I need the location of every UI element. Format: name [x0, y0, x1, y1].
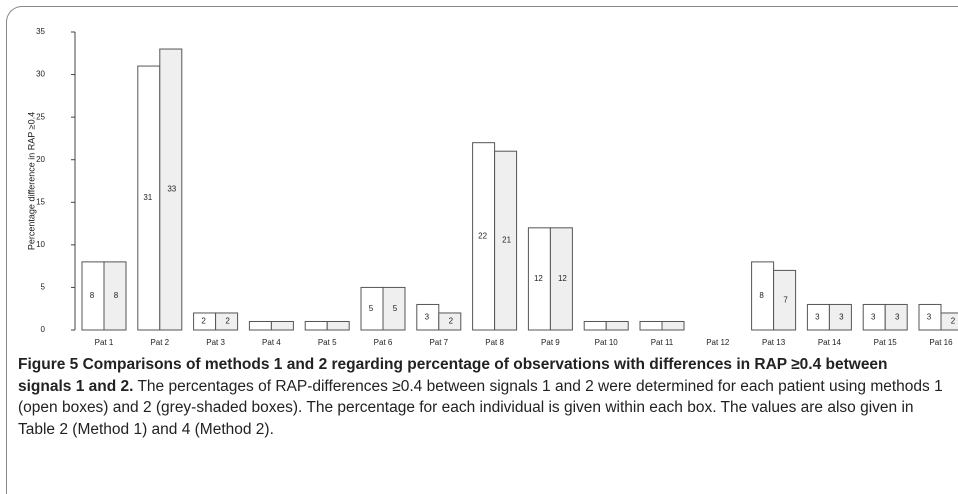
x-tick-label: Pat 3	[206, 338, 225, 345]
bar	[940, 312, 958, 331]
y-tick-label: 0	[41, 325, 46, 334]
bar	[382, 286, 406, 331]
bar	[159, 48, 183, 331]
bar	[304, 320, 328, 331]
x-tick-label: Pat 4	[262, 338, 281, 345]
caption-text: The percentages of RAP-differences ≥0.4 …	[18, 377, 943, 438]
x-tick-label: Pat 13	[762, 338, 786, 345]
bar	[438, 312, 462, 331]
x-tick-label: Pat 8	[485, 338, 504, 345]
x-tick-label: Pat 11	[651, 338, 674, 345]
bar	[884, 303, 908, 331]
value-label: 2	[225, 317, 230, 326]
bar	[583, 320, 607, 331]
value-label: 2	[951, 317, 956, 326]
bar	[639, 320, 663, 331]
x-tick-label: Pat 1	[95, 338, 114, 345]
x-tick-label: Pat 14	[818, 338, 842, 345]
y-axis-label: Percentage difference in RAP ≥0.4	[26, 112, 36, 250]
bar	[248, 320, 272, 331]
value-label: 2	[449, 317, 454, 326]
bar	[773, 269, 797, 331]
bar	[828, 303, 852, 331]
x-tick-label: Pat 10	[595, 338, 619, 345]
bar	[103, 261, 127, 331]
bar	[215, 312, 239, 331]
x-tick-label: Pat 7	[429, 338, 448, 345]
value-label: 12	[534, 274, 543, 283]
value-label: 12	[558, 274, 567, 283]
value-label: 3	[927, 312, 932, 321]
bar	[494, 150, 518, 331]
bar	[549, 227, 573, 331]
y-tick-label: 10	[36, 240, 45, 249]
value-label: 3	[871, 312, 876, 321]
value-label: 21	[502, 236, 511, 245]
y-tick-label: 5	[41, 283, 46, 292]
value-label: 22	[478, 231, 487, 240]
bar	[661, 320, 685, 331]
y-tick-label: 15	[36, 197, 45, 206]
x-tick-label: Pat 16	[929, 338, 953, 345]
caption: Figure 5 Comparisons of methods 1 and 2 …	[18, 354, 943, 440]
value-label: 7	[783, 295, 788, 304]
value-label: 3	[839, 312, 844, 321]
value-label: 3	[895, 312, 900, 321]
value-label: 8	[90, 291, 95, 300]
caption-title: Figure 5 Comparisons of methods 1 and 2 …	[18, 356, 888, 395]
value-label: 5	[393, 304, 398, 313]
y-tick-label: 25	[36, 112, 45, 121]
bar	[605, 320, 629, 331]
value-label: 2	[201, 317, 206, 326]
x-tick-label: Pat 6	[374, 338, 393, 345]
bar	[270, 320, 294, 331]
bar	[326, 320, 350, 331]
value-label: 8	[114, 291, 119, 300]
x-tick-label: Pat 9	[541, 338, 560, 345]
y-tick-label: 20	[36, 155, 45, 164]
y-tick-label: 35	[36, 27, 45, 36]
figure-frame	[6, 6, 958, 494]
x-tick-label: Pat 2	[150, 338, 169, 345]
value-label: 3	[815, 312, 820, 321]
y-tick-label: 30	[36, 70, 45, 79]
value-label: 3	[425, 312, 430, 321]
value-label: 31	[143, 193, 152, 202]
value-label: 5	[369, 304, 374, 313]
x-tick-label: Pat 5	[318, 338, 337, 345]
x-tick-label: Pat 12	[706, 338, 730, 345]
x-tick-label: Pat 15	[874, 338, 898, 345]
value-label: 8	[759, 291, 764, 300]
value-label: 33	[167, 185, 176, 194]
